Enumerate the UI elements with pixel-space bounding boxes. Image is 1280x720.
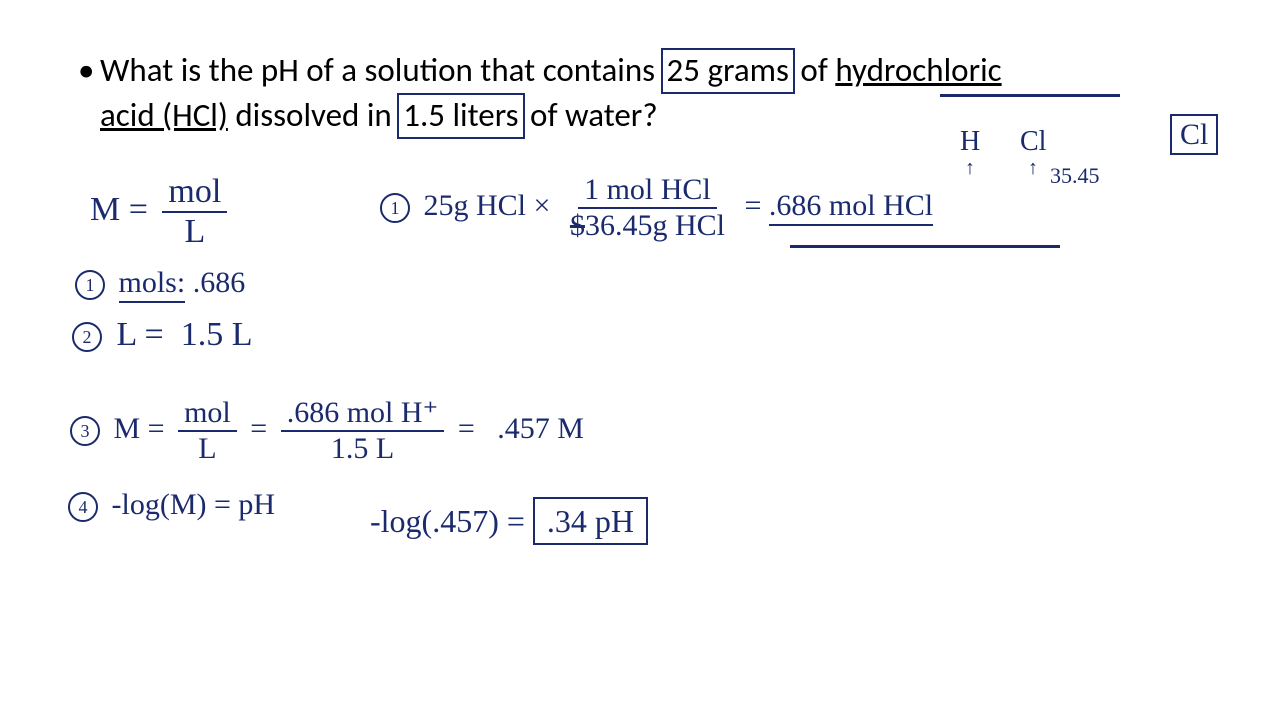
element-h: H [960,128,980,156]
step1-fracnum: 1 mol HCl [578,175,717,209]
q-end: of water? [523,95,658,135]
step1-num: 1 [380,193,410,223]
s1-label: mols: [119,266,186,303]
step2-liters: 2 L = 1.5 L [72,318,252,352]
q-ul-hydrochloric: hydrochloric [835,50,1001,90]
s3-f1d: L [192,432,222,464]
arrow-h: ↑ [965,158,975,178]
s3-lhs: M = [114,412,165,445]
step1-eq: = [744,189,761,222]
step1-strike: $ [570,209,585,242]
step1-fracden: 36.45g HCl [585,209,725,242]
s3-result: .457 M [497,412,584,445]
step1-lhs: 25g HCl × [424,189,551,222]
step1-calc: 1 25g HCl × 1 mol HCl $36.45g HCl = .686… [380,175,933,241]
s3-num: 3 [70,416,100,446]
q-mid1: of [793,50,835,90]
q-ul-acid: acid (HCl) [100,95,228,135]
s2-label: L = [117,316,164,353]
s2-val: 1.5 L [181,316,253,353]
s4-num: 4 [68,492,98,522]
s3-eq1: = [250,412,267,445]
s4-calc-lhs: -log(.457) = [370,503,525,539]
step4-ph: 4 -log(M) = pH [68,490,275,522]
underline-stroke [940,94,1120,97]
molarity-formula: M = mol L [90,175,233,249]
s1-val: .686 [193,266,246,299]
m-den: L [178,213,211,249]
step3-molarity: 3 M = mol L = .686 mol H⁺ 1.5 L = .457 M [70,398,584,464]
question-text: • What is the pH of a solution that cont… [100,48,1160,137]
element-cl: Cl [1020,128,1046,156]
cl-mass: 35.45 [1050,165,1100,187]
q-box-grams: 25 grams [661,48,795,94]
s1-num: 1 [75,270,105,300]
s2-num: 2 [72,322,102,352]
cl-boxed: Cl [1170,120,1218,150]
m-num: mol [162,175,227,213]
s3-f2d: 1.5 L [325,432,400,464]
s4-formula: -log(M) = pH [112,488,276,521]
q-box-liters: 1.5 liters [397,93,524,139]
q-prefix: What is the pH of a solution that contai… [100,50,663,90]
arrow-cl: ↑ [1028,158,1038,178]
m-lhs: M = [90,191,148,228]
step4-calc: -log(.457) = .34 pH [370,505,648,537]
q-mid2: dissolved in [228,95,399,135]
s3-f1n: mol [178,398,237,432]
step1-result: .686 mol HCl [769,189,933,226]
s4-result: .34 pH [533,497,648,545]
result-underline [790,245,1060,248]
bullet-icon: • [78,48,94,93]
s3-f2n: .686 mol H⁺ [281,398,445,432]
s3-eq2: = [458,412,475,445]
step1-mols: 1 mols: .686 [75,268,245,300]
